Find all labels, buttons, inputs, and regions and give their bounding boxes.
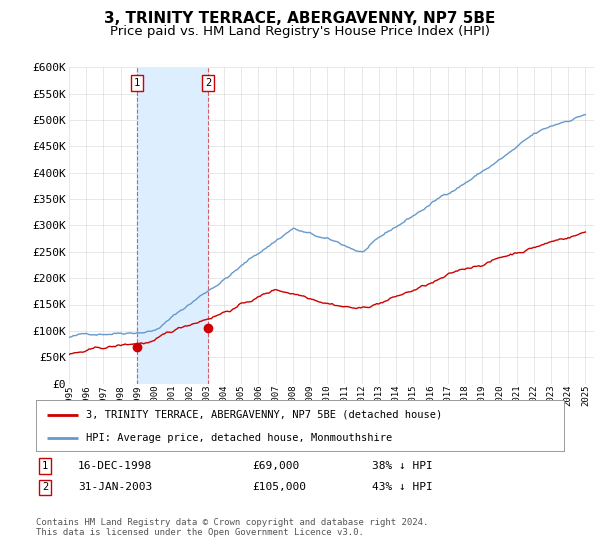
Text: Contains HM Land Registry data © Crown copyright and database right 2024.
This d: Contains HM Land Registry data © Crown c… bbox=[36, 518, 428, 538]
Text: 3, TRINITY TERRACE, ABERGAVENNY, NP7 5BE (detached house): 3, TRINITY TERRACE, ABERGAVENNY, NP7 5BE… bbox=[86, 409, 442, 419]
Text: 16-DEC-1998: 16-DEC-1998 bbox=[78, 461, 152, 471]
Text: 1: 1 bbox=[42, 461, 48, 471]
Text: 2: 2 bbox=[42, 482, 48, 492]
Text: 2: 2 bbox=[205, 78, 211, 88]
Text: 1: 1 bbox=[134, 78, 140, 88]
Text: HPI: Average price, detached house, Monmouthshire: HPI: Average price, detached house, Monm… bbox=[86, 433, 392, 443]
Bar bbox=[137, 67, 208, 384]
Text: 31-JAN-2003: 31-JAN-2003 bbox=[78, 482, 152, 492]
Text: £69,000: £69,000 bbox=[252, 461, 299, 471]
Text: 38% ↓ HPI: 38% ↓ HPI bbox=[372, 461, 433, 471]
Text: 43% ↓ HPI: 43% ↓ HPI bbox=[372, 482, 433, 492]
Text: £105,000: £105,000 bbox=[252, 482, 306, 492]
Text: 3, TRINITY TERRACE, ABERGAVENNY, NP7 5BE: 3, TRINITY TERRACE, ABERGAVENNY, NP7 5BE bbox=[104, 11, 496, 26]
Text: Price paid vs. HM Land Registry's House Price Index (HPI): Price paid vs. HM Land Registry's House … bbox=[110, 25, 490, 38]
